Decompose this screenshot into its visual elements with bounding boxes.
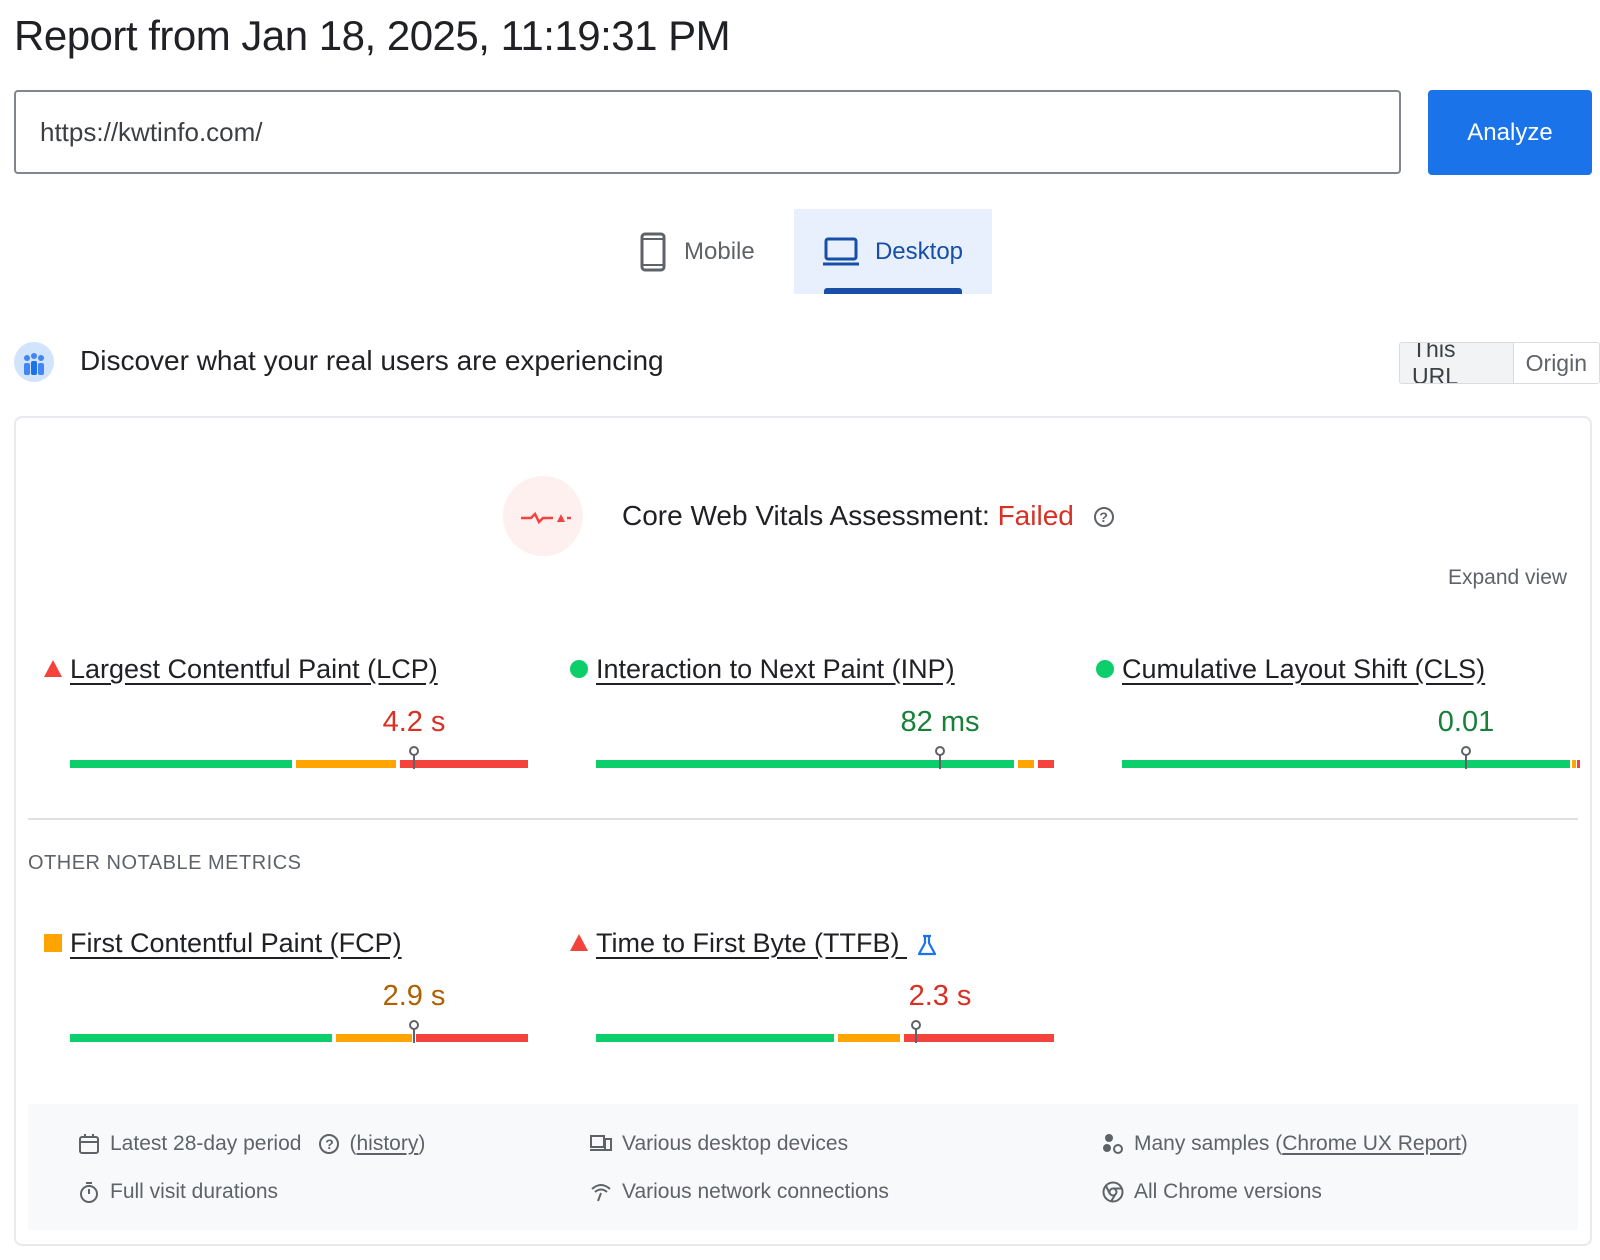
metric-inp: Interaction to Next Paint (INP) 82 ms — [570, 654, 1054, 794]
metric-ttfb-pin — [911, 1020, 921, 1048]
network-signal-icon — [591, 1184, 611, 1202]
metric-cls: Cumulative Layout Shift (CLS) 0.01 — [1096, 654, 1580, 794]
devices-icon — [590, 1135, 612, 1151]
footer-period: Latest 28-day period ? (history) — [78, 1132, 425, 1156]
footer-chrome-versions: All Chrome versions — [1102, 1180, 1322, 1204]
poor-triangle-icon — [570, 934, 588, 951]
tab-desktop[interactable]: Desktop — [794, 209, 992, 294]
assessment-status: Failed — [997, 500, 1074, 531]
tab-desktop-label: Desktop — [874, 237, 964, 265]
footer-devices: Various desktop devices — [590, 1132, 848, 1156]
metric-lcp-pin — [409, 746, 419, 774]
origin-toggle[interactable]: Origin — [1513, 343, 1599, 383]
metric-fcp: First Contentful Paint (FCP) 2.9 s — [44, 928, 528, 1068]
history-link-wrap: (history) — [349, 1132, 426, 1155]
assessment-title: Core Web Vitals Assessment: Failed ? — [622, 500, 1114, 532]
tab-mobile[interactable]: Mobile — [640, 209, 794, 294]
samples-icon — [1103, 1134, 1123, 1154]
chrome-icon — [1102, 1181, 1124, 1203]
metric-lcp-label[interactable]: Largest Contentful Paint (LCP) — [70, 654, 438, 684]
footer-samples: Many samples (Chrome UX Report) — [1102, 1132, 1468, 1156]
footer-network-text: Various network connections — [622, 1180, 889, 1203]
footer-visit-durations: Full visit durations — [78, 1180, 278, 1204]
expand-view-link[interactable]: Expand view — [1448, 566, 1568, 589]
metric-inp-distribution-bar — [596, 760, 1054, 768]
history-link[interactable]: history — [356, 1132, 419, 1155]
tab-active-indicator — [824, 288, 962, 294]
footer-visit-durations-text: Full visit durations — [110, 1180, 279, 1203]
metric-inp-pin — [935, 746, 945, 774]
footer-samples-text: Many samples (Chrome UX Report) — [1134, 1132, 1468, 1155]
metric-ttfb-label-wrap: Time to First Byte (TTFB) — [596, 928, 937, 959]
metric-inp-value: 82 ms — [900, 706, 980, 738]
metric-ttfb: Time to First Byte (TTFB) 2.3 s — [570, 928, 1054, 1068]
poor-triangle-icon — [44, 660, 62, 677]
metric-lcp: Largest Contentful Paint (LCP) 4.2 s — [44, 654, 528, 794]
footer-period-text: Latest 28-day period — [110, 1132, 302, 1155]
metric-fcp-value: 2.9 s — [382, 980, 446, 1012]
calendar-icon — [79, 1134, 99, 1154]
metric-cls-label[interactable]: Cumulative Layout Shift (CLS) — [1122, 654, 1486, 684]
metrics-divider — [28, 818, 1578, 820]
metric-cls-distribution-bar — [1122, 760, 1580, 768]
good-circle-icon — [1096, 660, 1114, 678]
report-title: Report from Jan 18, 2025, 11:19:31 PM — [14, 12, 731, 59]
field-data-footer — [28, 1104, 1578, 1230]
scope-toggle: This URL Origin — [1399, 342, 1600, 384]
metric-cls-value: 0.01 — [1437, 706, 1495, 738]
analyze-button[interactable]: Analyze — [1428, 90, 1592, 175]
users-crux-icon — [14, 342, 54, 382]
metric-cls-pin — [1461, 746, 1471, 774]
chrome-ux-report-link[interactable]: Chrome UX Report — [1282, 1132, 1461, 1155]
mobile-phone-icon — [640, 232, 666, 271]
average-square-icon — [44, 934, 62, 952]
footer-network: Various network connections — [590, 1180, 889, 1204]
metric-fcp-distribution-bar — [70, 1034, 528, 1042]
field-data-heading: Discover what your real users are experi… — [80, 345, 664, 376]
metric-fcp-pin — [409, 1020, 419, 1048]
metric-lcp-distribution-bar — [70, 760, 528, 768]
stopwatch-icon — [80, 1182, 98, 1203]
footer-chrome-versions-text: All Chrome versions — [1134, 1180, 1322, 1203]
metric-ttfb-distribution-bar — [596, 1034, 1054, 1042]
assessment-label: Core Web Vitals Assessment: — [622, 500, 990, 531]
laptop-icon — [822, 237, 859, 265]
metric-lcp-value: 4.2 s — [382, 706, 446, 738]
tab-mobile-label: Mobile — [684, 237, 755, 265]
assessment-failed-icon — [503, 476, 583, 556]
footer-devices-text: Various desktop devices — [622, 1132, 849, 1155]
other-metrics-heading: OTHER NOTABLE METRICS — [28, 852, 302, 874]
url-input[interactable] — [14, 90, 1401, 174]
metric-ttfb-value: 2.3 s — [908, 980, 972, 1012]
help-icon[interactable]: ? — [319, 1134, 340, 1154]
good-circle-icon — [570, 660, 588, 678]
metric-inp-label[interactable]: Interaction to Next Paint (INP) — [596, 654, 955, 684]
metric-ttfb-label[interactable]: Time to First Byte (TTFB) — [596, 928, 900, 958]
flask-icon[interactable] — [917, 934, 937, 956]
help-icon[interactable]: ? — [1093, 507, 1114, 527]
metric-fcp-label[interactable]: First Contentful Paint (FCP) — [70, 928, 402, 958]
this-url-toggle[interactable]: This URL — [1400, 343, 1514, 383]
